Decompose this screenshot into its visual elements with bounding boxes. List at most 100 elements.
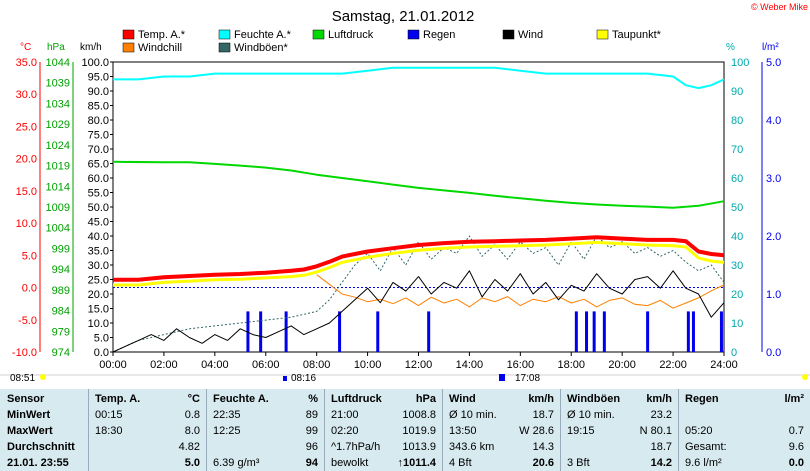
gust-column: Windböen km/h Ø 10 min. 23.2 19:15 N 80.1 18.7… xyxy=(560,389,678,471)
wind-row: 4 Bft 20.6 xyxy=(443,455,560,471)
x-tick-label: 22:00 xyxy=(659,359,687,371)
humidity-tick-label: 0 xyxy=(731,347,737,359)
legend-swatch xyxy=(596,29,609,40)
x-tick-label: 02:00 xyxy=(150,359,178,371)
pressure-tick-label: 1019 xyxy=(46,161,70,173)
legend-label: Luftdruck xyxy=(328,29,374,41)
plot-frame xyxy=(112,61,725,353)
humidity-column: Feuchte A.% 22:35 89 12:25 99 96 6.39 g/m³ 94 xyxy=(206,389,324,471)
pressure-tick-label: 999 xyxy=(52,243,70,255)
pressure-note: ^1.7hPa/h xyxy=(331,441,381,453)
rain-value: 9.6 xyxy=(788,441,804,453)
x-tick-label: 08:00 xyxy=(303,359,331,371)
pressure-value: ↑1011.4 xyxy=(397,457,436,469)
pressure-header: Luftdruck xyxy=(331,393,382,405)
series-line-wind xyxy=(112,270,725,353)
temp-tick-label: 10.0 xyxy=(16,218,37,230)
gust-value: 14.2 xyxy=(650,457,672,469)
pressure-note: 02:20 xyxy=(331,425,359,437)
rain-bar xyxy=(246,311,250,352)
humidity-value: 89 xyxy=(305,409,318,421)
wind-tick-label: 80.0 xyxy=(88,115,109,127)
x-tick-label: 04:00 xyxy=(201,359,229,371)
humidity-tick-label: 70 xyxy=(731,144,743,156)
pressure-unit: hPa xyxy=(415,393,436,405)
humidity-header-row: Feuchte A.% xyxy=(207,391,324,407)
rain-value: 0.7 xyxy=(788,425,804,437)
legend-label: Windchill xyxy=(138,42,182,54)
rain-note: 9.6 l/m² xyxy=(685,457,722,469)
humidity-tick-label: 100 xyxy=(731,57,749,69)
wind-note: 4 Bft xyxy=(449,457,472,469)
humidity-row: 6.39 g/m³ 94 xyxy=(207,455,324,471)
wind-tick-label: 85.0 xyxy=(88,101,109,113)
humidity-tick-label: 60 xyxy=(731,173,743,185)
humidity-tick-label: 80 xyxy=(731,115,743,127)
temp-tick-label: 0.0 xyxy=(22,283,37,295)
humidity-tick-label: 40 xyxy=(731,231,743,243)
series-line-windben xyxy=(112,235,725,353)
wind-tick-label: 100.0 xyxy=(81,57,109,69)
x-tick-label: 18:00 xyxy=(557,359,585,371)
wind-tick-label: 35.0 xyxy=(88,246,109,258)
gust-note: 3 Bft xyxy=(567,457,590,469)
rain-row: 9.6 l/m² 0.0 xyxy=(679,455,810,471)
temp-value: 5.0 xyxy=(184,457,200,469)
legend-swatch xyxy=(502,29,515,40)
rain-bar xyxy=(602,311,606,352)
legend: Temp. A.* Feuchte A.* Luftdruck Regen Wind Ta… xyxy=(122,29,662,54)
humidity-note: 22:35 xyxy=(213,409,241,421)
pressure-tick-label: 1039 xyxy=(46,78,70,90)
temp-note: 00:15 xyxy=(95,409,123,421)
pressure-tick-label: 989 xyxy=(52,285,70,297)
rain-bar xyxy=(376,311,380,352)
sunset-icon xyxy=(499,374,505,381)
rain-tick-label: 2.0 xyxy=(766,231,781,243)
rain-bar xyxy=(585,311,589,352)
wind-tick-label: 45.0 xyxy=(88,217,109,229)
humidity-unit: % xyxy=(308,393,318,405)
temp-row: 4.82 xyxy=(89,439,206,455)
gust-header: Windböen xyxy=(567,393,621,405)
rain-column: Regen l/m² 05:20 0.7 Gesamt: 9.6 9.6 l/m² 0.0 xyxy=(678,389,810,471)
x-tick-label: 16:00 xyxy=(507,359,535,371)
legend-label: Temp. A.* xyxy=(138,29,186,41)
rain-note: Gesamt: xyxy=(685,441,727,453)
legend-swatch xyxy=(312,29,325,40)
wind-value: 14.3 xyxy=(532,441,554,453)
rain-header: Regen xyxy=(685,393,719,405)
temp-unit-label: °C xyxy=(20,42,31,53)
wind-column: Wind km/h Ø 10 min. 18.7 13:50 W 28.6 343.6 km… xyxy=(442,389,560,471)
credit-text: © Weber Mike xyxy=(751,2,808,12)
x-tick-label: 06:00 xyxy=(252,359,280,371)
humidity-tick-label: 20 xyxy=(731,289,743,301)
rain-bar xyxy=(574,311,578,352)
humidity-row: 96 xyxy=(207,439,324,455)
temp-note: 18:30 xyxy=(95,425,123,437)
sensor-row-avg: Durchschnitt xyxy=(7,441,75,453)
temp-row: 5.0 xyxy=(89,455,206,471)
stats-table: Sensor MinWert MaxWert Durchschnitt 21.0… xyxy=(0,389,810,471)
pressure-tick-label: 1004 xyxy=(46,223,70,235)
rain-tick-label: 1.0 xyxy=(766,289,781,301)
legend-swatch xyxy=(407,29,420,40)
sun-markers: 08:51 08:16 17:08 xyxy=(0,373,810,384)
rain-bar xyxy=(284,311,288,352)
sunrise-label: 08:16 xyxy=(291,373,316,384)
rain-row xyxy=(679,407,810,423)
wind-value: W 28.6 xyxy=(519,425,554,437)
gust-note: Ø 10 min. xyxy=(567,409,615,421)
gust-note: 19:15 xyxy=(567,425,595,437)
rain-bar xyxy=(427,311,431,352)
gust-row: 3 Bft 14.2 xyxy=(561,455,678,471)
pressure-tick-label: 1029 xyxy=(46,119,70,131)
pressure-tick-label: 1009 xyxy=(46,202,70,214)
pressure-header-row: Luftdruck hPa xyxy=(325,391,442,407)
rain-tick-label: 4.0 xyxy=(766,115,781,127)
pressure-note: bewolkt xyxy=(331,457,369,469)
temp-tick-label: 15.0 xyxy=(16,186,37,198)
wind-unit-label: km/h xyxy=(80,42,102,53)
temp-tick-label: -10.0 xyxy=(12,347,37,359)
temp-value: 4.82 xyxy=(178,441,200,453)
rain-header-row: Regen l/m² xyxy=(679,391,810,407)
